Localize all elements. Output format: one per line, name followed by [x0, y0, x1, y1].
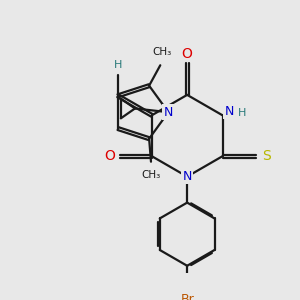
Text: CH₃: CH₃	[152, 47, 172, 57]
Text: N: N	[224, 105, 234, 118]
Text: O: O	[182, 47, 193, 61]
Text: S: S	[262, 149, 271, 163]
Text: H: H	[238, 108, 246, 118]
Text: CH₃: CH₃	[141, 170, 160, 180]
Text: N: N	[164, 106, 173, 119]
Text: O: O	[104, 149, 115, 163]
Text: H: H	[114, 60, 122, 70]
Text: N: N	[182, 170, 192, 183]
Text: Br: Br	[180, 293, 194, 300]
